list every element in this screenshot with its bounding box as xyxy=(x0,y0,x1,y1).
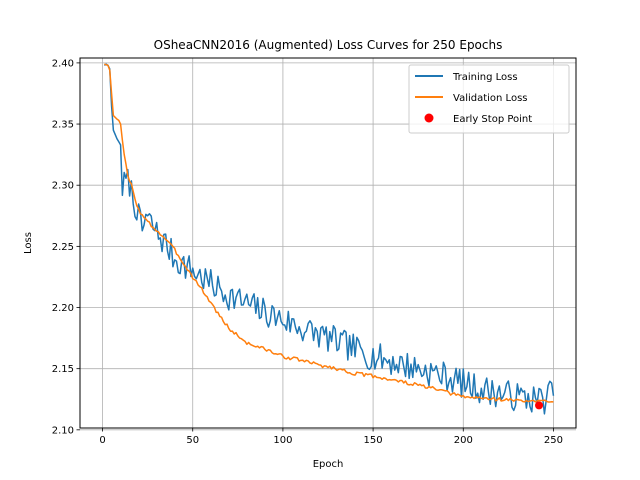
y-tick-label: 2.25 xyxy=(52,242,74,253)
marker-layer xyxy=(535,401,544,410)
legend: Training Loss Validation Loss Early Stop… xyxy=(408,64,570,134)
x-axis-ticks: 0 50 100 150 200 250 xyxy=(99,428,563,446)
legend-swatch-early-stop xyxy=(424,113,434,123)
y-axis-label: Loss xyxy=(23,232,34,254)
plot-frame xyxy=(79,57,577,429)
x-tick-label: 150 xyxy=(364,435,383,446)
x-tick-label: 200 xyxy=(454,435,473,446)
y-tick-label: 2.40 xyxy=(52,58,74,69)
x-axis-label: Epoch xyxy=(313,459,344,470)
y-tick-label: 2.15 xyxy=(52,364,74,375)
x-tick-label: 100 xyxy=(273,435,292,446)
chart-title: OSheaCNN2016 (Augmented) Loss Curves for… xyxy=(154,38,503,52)
legend-label-training-loss: Training Loss xyxy=(452,72,518,83)
legend-box xyxy=(408,64,570,134)
y-tick-label: 2.20 xyxy=(52,303,74,314)
y-tick-label: 2.35 xyxy=(52,120,74,131)
x-tick-label: 250 xyxy=(544,435,563,446)
y-tick-label: 2.10 xyxy=(52,425,74,436)
x-tick-label: 0 xyxy=(99,435,105,446)
early-stop-point xyxy=(535,401,544,410)
y-tick-label: 2.30 xyxy=(52,181,74,192)
x-tick-label: 50 xyxy=(186,435,199,446)
legend-label-early-stop: Early Stop Point xyxy=(453,114,532,125)
series-layer xyxy=(103,63,555,415)
series-line-validation-loss xyxy=(104,63,554,403)
y-axis-ticks: 2.10 2.15 2.20 2.25 2.30 2.35 2.40 xyxy=(52,58,80,436)
legend-label-validation-loss: Validation Loss xyxy=(453,93,528,104)
